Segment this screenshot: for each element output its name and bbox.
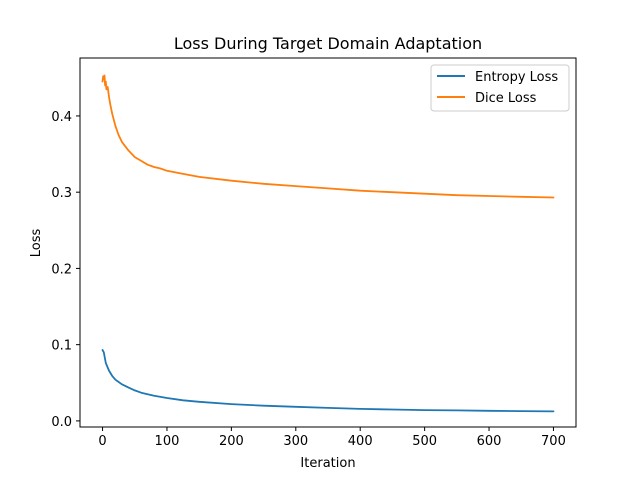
x-tick-label: 300 <box>283 434 308 449</box>
x-tick-label: 500 <box>412 434 437 449</box>
legend: Entropy Loss Dice Loss <box>430 64 570 112</box>
y-tick-label: 0.0 <box>51 415 72 430</box>
legend-label-dice-loss: Dice Loss <box>475 91 537 106</box>
y-tick-label: 0.1 <box>51 339 72 354</box>
series-line-dice-loss <box>101 74 555 199</box>
y-tick-label: 0.2 <box>51 262 72 277</box>
y-axis-label: Loss <box>29 229 44 258</box>
y-tick-label: 0.3 <box>51 186 72 201</box>
axis-ticks: 0 100 200 300 400 500 600 700 0.0 0.1 0.2 0.3 0.4 <box>51 110 566 449</box>
x-tick-label: 400 <box>348 434 373 449</box>
x-axis-label: Iteration <box>300 456 355 471</box>
y-tick-label: 0.4 <box>51 110 72 125</box>
x-tick-label: 700 <box>541 434 566 449</box>
x-tick-label: 600 <box>477 434 502 449</box>
x-tick-label: 0 <box>98 434 106 449</box>
chart-title: Loss During Target Domain Adaptation <box>174 34 482 53</box>
legend-box <box>430 64 570 112</box>
series-lines <box>101 74 555 413</box>
x-tick-label: 100 <box>155 434 180 449</box>
plot-frame <box>79 57 577 428</box>
series-line-entropy-loss <box>101 349 555 413</box>
x-tick-label: 200 <box>219 434 244 449</box>
legend-label-entropy-loss: Entropy Loss <box>475 70 558 85</box>
